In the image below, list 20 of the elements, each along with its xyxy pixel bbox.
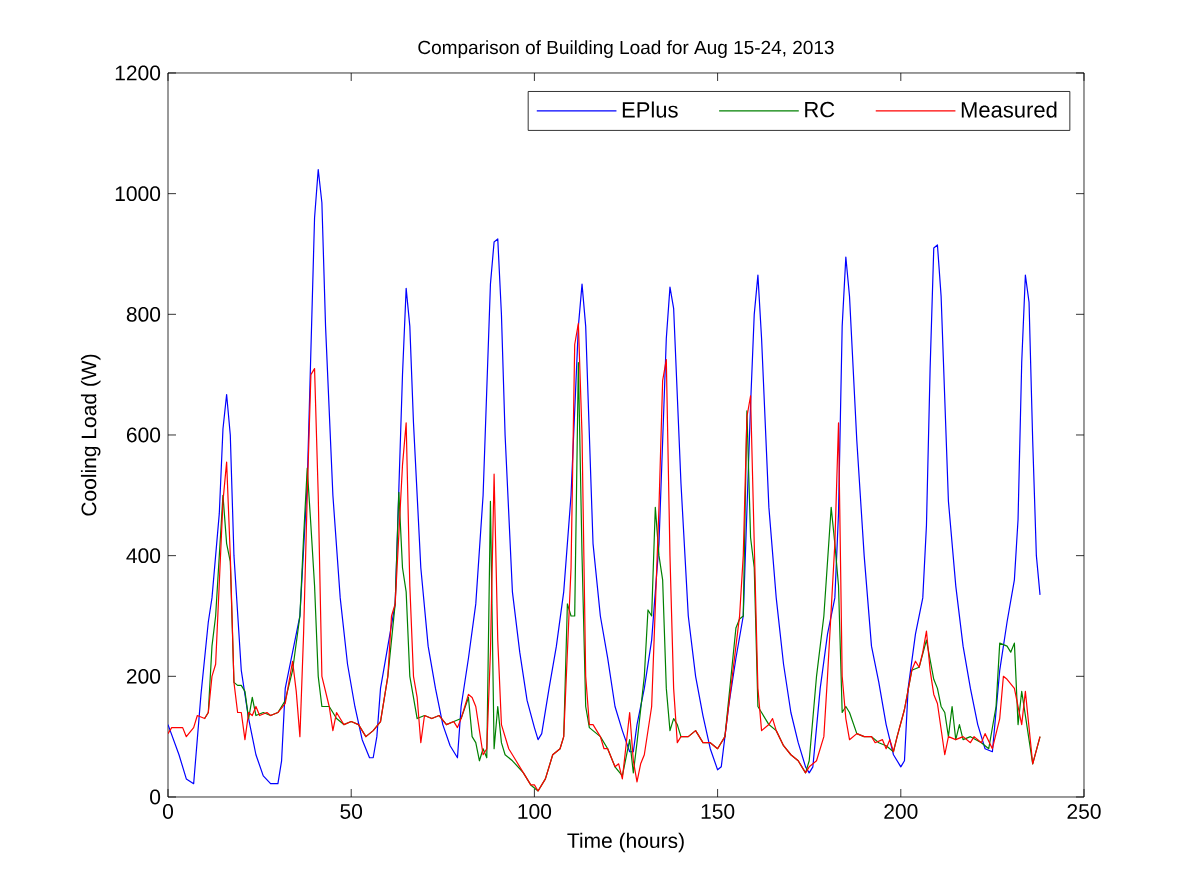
y-axis-title: Cooling Load (W): [80, 354, 101, 516]
x-tick-label: 0: [162, 804, 174, 819]
y-tick-label: 600: [126, 427, 161, 443]
legend-label: RC: [805, 101, 835, 118]
legend-label: EPlus: [622, 101, 678, 118]
legend-label: Measured: [961, 101, 1057, 118]
y-tick-label: 1200: [115, 65, 161, 81]
y-tick-label: 400: [126, 548, 161, 564]
x-tick-label: 150: [701, 804, 735, 819]
x-tick-label: 250: [1067, 804, 1101, 819]
y-tick-label: 800: [126, 306, 161, 322]
x-axis-title: Time (hours): [567, 832, 684, 853]
x-tick-label: 50: [340, 804, 363, 819]
y-tick-label: 200: [126, 668, 161, 684]
line-series: [168, 168, 1041, 785]
chart-title: Comparison of Building Load for Aug 15-24, 2013: [418, 40, 834, 58]
x-tick-label: 100: [518, 804, 552, 819]
x-tick-label: 200: [884, 804, 918, 819]
y-tick-label: 0: [150, 789, 161, 805]
y-tick-label: 1000: [115, 186, 161, 202]
